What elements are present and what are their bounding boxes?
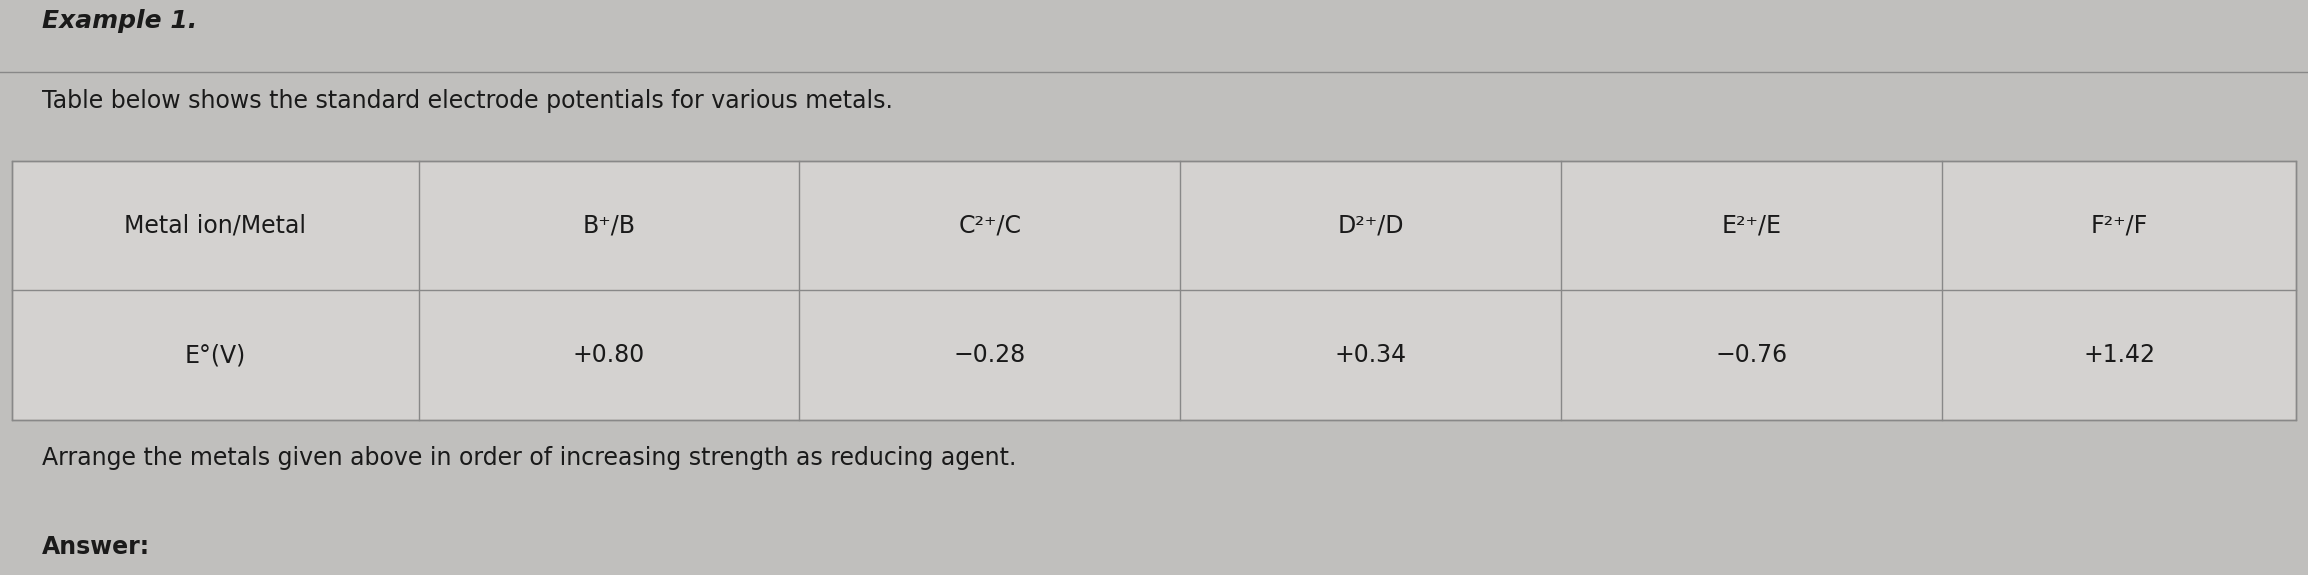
Text: −0.76: −0.76 [1715,343,1789,367]
Text: +1.42: +1.42 [2084,343,2156,367]
Text: Table below shows the standard electrode potentials for various metals.: Table below shows the standard electrode… [42,89,893,113]
Text: +0.80: +0.80 [572,343,646,367]
Text: Answer:: Answer: [42,535,150,559]
Text: Metal ion/Metal: Metal ion/Metal [125,214,307,237]
Text: Arrange the metals given above in order of increasing strength as reducing agent: Arrange the metals given above in order … [42,446,1016,470]
Text: +0.34: +0.34 [1334,343,1408,367]
Text: −0.28: −0.28 [953,343,1027,367]
Text: C²⁺/C: C²⁺/C [958,214,1022,237]
Text: D²⁺/D: D²⁺/D [1336,214,1403,237]
Text: F²⁺/F: F²⁺/F [2091,214,2149,237]
Text: E°(V): E°(V) [185,343,245,367]
Text: B⁺/B: B⁺/B [582,214,635,237]
Bar [12,161,2296,420]
Text: E²⁺/E: E²⁺/E [1722,214,1782,237]
Text: Example 1.: Example 1. [42,9,196,33]
